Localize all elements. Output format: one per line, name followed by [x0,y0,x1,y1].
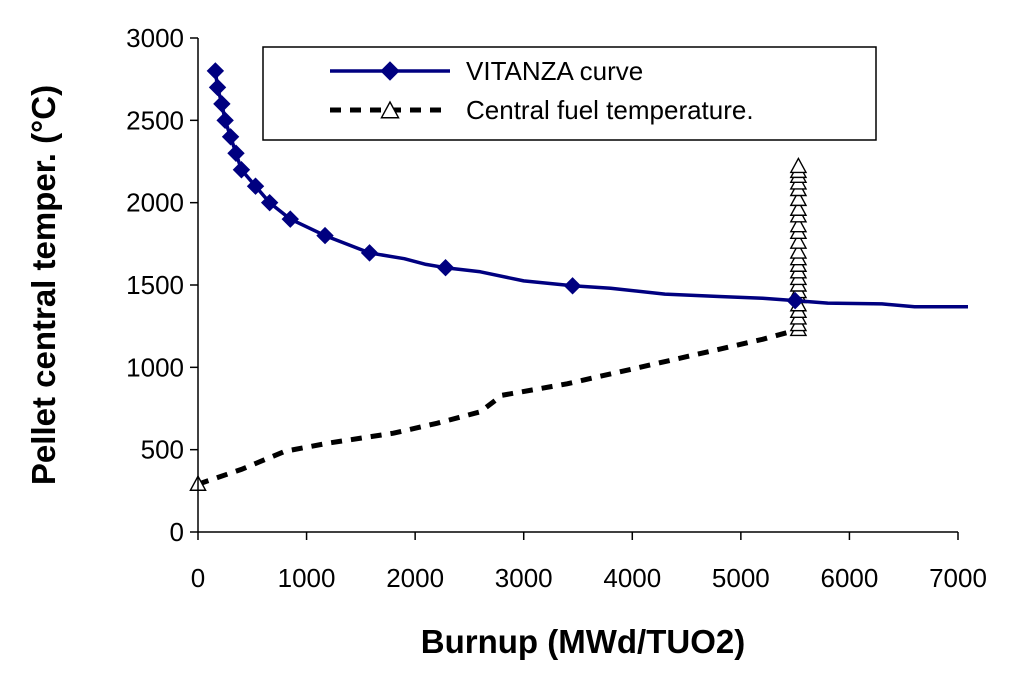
series-central-fuel-point [789,216,808,233]
series-vitanza-point [316,226,334,245]
series-central-fuel-point [789,189,808,207]
series-central-fuel-point [789,232,808,249]
legend-vitanza-label: VITANZA curve [466,56,643,86]
series-vitanza-point [221,128,240,146]
x-tick-label: 6000 [821,563,879,593]
series-vitanza-point [563,277,582,295]
y-tick-label: 2000 [126,188,184,218]
series-vitanza-point [246,177,265,195]
legend: VITANZA curve Central fuel temperature. [262,46,877,141]
legend-box [262,46,877,141]
series-vitanza-point [206,62,225,80]
series-vitanza-point [208,78,227,97]
y-tick-label: 3000 [126,23,184,53]
y-tick-label: 0 [170,517,184,547]
x-tick-label: 1000 [278,563,336,593]
x-tick-label: 7000 [929,563,987,593]
series-vitanza-point [216,111,234,130]
series-vitanza-point [436,259,455,277]
y-tick-label: 1000 [126,352,184,382]
x-tick-label: 3000 [495,563,553,593]
series-central-fuel-point [789,199,808,216]
series-vitanza-point [232,161,251,179]
legend-central-fuel-label: Central fuel temperature. [466,95,754,125]
x-tick-label: 4000 [603,563,661,593]
plot-area [189,62,968,491]
x-axis-title: Burnup (MWd/TUO2) [421,623,745,660]
y-tick-label: 500 [141,435,184,465]
x-tick-label: 5000 [712,563,770,593]
legend-central-fuel-marker [380,100,400,119]
series-central-fuel-point [789,156,808,174]
series-vitanza-point [213,95,231,113]
series-vitanza-point [260,193,279,212]
series-vitanza-point [360,244,379,262]
x-tick-label: 2000 [386,563,444,593]
legend-vitanza-marker [380,61,400,81]
x-tick-label: 0 [191,563,205,593]
series-vitanza-point [227,144,245,162]
series-vitanza-point [281,210,299,228]
y-axis-title: Pellet central temper. (°C) [25,85,62,485]
series-vitanza-point [786,291,804,310]
series-central-fuel-point [789,242,808,259]
series-central-fuel-line [197,327,800,487]
y-tick-label: 2500 [126,105,184,135]
axes: 0 500 1000 1500 2000 2500 3000 0 1000 2000 3000 400… [126,23,987,593]
y-tick-label: 1500 [126,270,184,300]
